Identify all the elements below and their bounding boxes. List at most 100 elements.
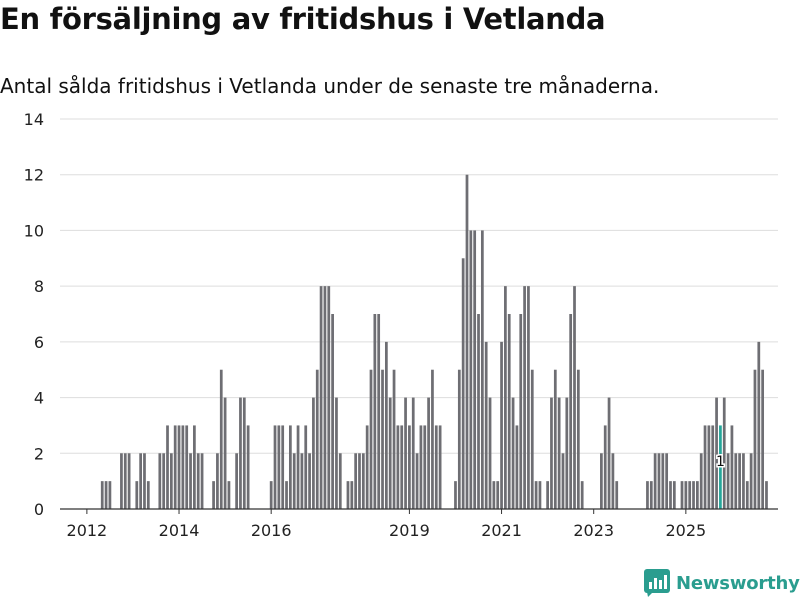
bar <box>515 425 519 509</box>
bar <box>684 481 688 509</box>
bar <box>603 425 607 509</box>
bar <box>212 481 215 509</box>
x-tick-label: 2016 <box>251 521 292 540</box>
bar <box>573 286 576 509</box>
bar <box>722 397 726 509</box>
bar <box>557 397 561 509</box>
bar <box>166 425 169 509</box>
bar <box>538 481 542 509</box>
bar <box>465 174 469 509</box>
y-tick-label: 8 <box>34 277 44 296</box>
bar <box>553 369 557 509</box>
bar <box>135 481 139 509</box>
bar <box>289 425 292 509</box>
bar <box>469 230 473 509</box>
bar <box>312 397 315 509</box>
bar <box>327 286 331 509</box>
bar <box>181 425 185 509</box>
bar <box>277 425 281 509</box>
y-tick-label: 2 <box>34 444 44 463</box>
bar <box>269 481 273 509</box>
bar <box>454 481 457 509</box>
y-axis-ticks: 0 2 4 6 8 10 12 14 <box>24 110 44 519</box>
bar <box>665 453 669 509</box>
chart-logo-icon <box>644 569 670 597</box>
x-tick-label: 2014 <box>159 521 200 540</box>
bar <box>504 286 507 509</box>
bar <box>565 397 569 509</box>
bar <box>381 369 384 509</box>
bar <box>707 425 711 509</box>
bar <box>438 425 442 509</box>
bar <box>657 453 661 509</box>
bar <box>365 425 369 509</box>
bar <box>530 369 534 509</box>
bar <box>338 453 342 509</box>
bar <box>350 481 354 509</box>
bar <box>761 369 765 509</box>
bar <box>120 453 123 509</box>
x-tick-label: 2012 <box>67 521 108 540</box>
bar <box>377 314 381 509</box>
bar <box>285 481 288 509</box>
x-tick-label: 2025 <box>665 521 706 540</box>
bar <box>158 453 162 509</box>
bar <box>484 341 488 509</box>
highlight-data-label: 1 <box>716 454 725 470</box>
bar <box>765 481 768 509</box>
bar <box>457 369 461 509</box>
bar <box>373 314 377 509</box>
bar <box>169 453 173 509</box>
bar <box>369 369 373 509</box>
bar <box>473 230 477 509</box>
y-tick-label: 14 <box>24 110 44 129</box>
highlight-bar <box>719 425 722 509</box>
bar <box>672 481 676 509</box>
brand-logo: Newsworthy <box>644 568 800 598</box>
bar <box>223 397 227 509</box>
bar <box>480 230 484 509</box>
bar <box>200 453 204 509</box>
bar <box>227 481 231 509</box>
y-tick-label: 6 <box>34 333 44 352</box>
bar <box>100 481 104 509</box>
bar <box>235 453 238 509</box>
bar <box>607 397 611 509</box>
bar <box>358 453 361 509</box>
bar <box>300 453 304 509</box>
bar <box>346 481 350 509</box>
bar <box>534 481 538 509</box>
bar <box>523 286 526 509</box>
bar <box>408 425 411 509</box>
bar <box>323 286 327 509</box>
bar <box>742 453 745 509</box>
bar <box>246 425 250 509</box>
bar <box>173 425 177 509</box>
x-tick-label: 2019 <box>389 521 430 540</box>
y-tick-label: 4 <box>34 389 44 408</box>
bar <box>561 453 565 509</box>
bar <box>104 481 108 509</box>
bar <box>193 425 196 509</box>
bar <box>734 453 738 509</box>
bar <box>384 341 388 509</box>
bar <box>749 453 753 509</box>
bar <box>216 453 219 509</box>
bar <box>569 314 573 509</box>
bar <box>576 369 580 509</box>
bar <box>146 481 150 509</box>
bar <box>335 397 338 509</box>
bar <box>431 369 434 509</box>
bar <box>527 286 530 509</box>
chart-title: En försäljning av fritidshus i Vetlanda <box>0 2 606 36</box>
bar <box>304 425 308 509</box>
bar <box>699 453 703 509</box>
bar <box>711 425 715 509</box>
bar <box>361 453 365 509</box>
bar <box>649 481 653 509</box>
bar <box>143 453 146 509</box>
bar-chart: 0 2 4 6 8 10 12 14 2012 2014 2016 2019 2021 2023 2025… <box>24 110 778 540</box>
bar <box>315 369 319 509</box>
bar <box>488 397 492 509</box>
y-tick-label: 10 <box>24 221 44 240</box>
